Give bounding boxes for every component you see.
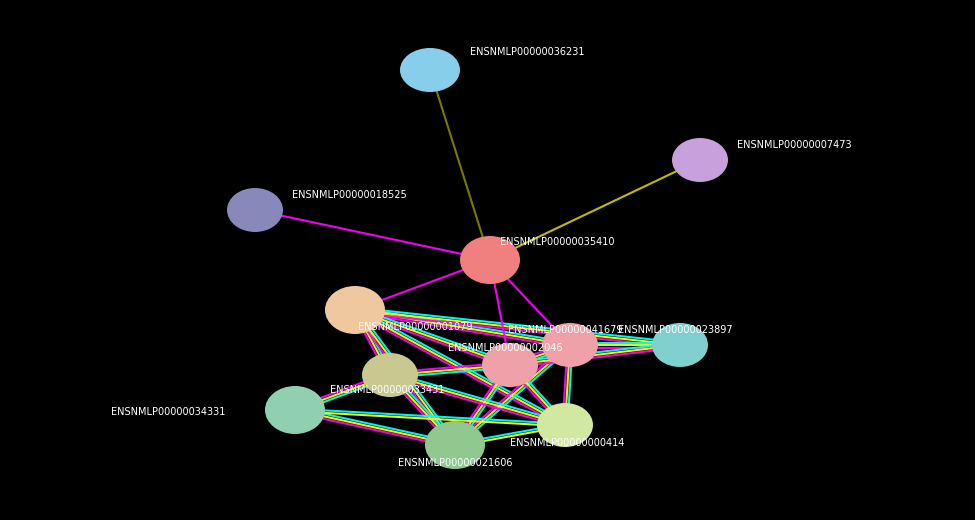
Text: ENSNMLP00000018525: ENSNMLP00000018525 bbox=[292, 190, 407, 200]
Ellipse shape bbox=[652, 323, 708, 367]
Ellipse shape bbox=[537, 403, 593, 447]
Ellipse shape bbox=[482, 343, 538, 387]
Ellipse shape bbox=[362, 353, 418, 397]
Ellipse shape bbox=[227, 188, 283, 232]
Ellipse shape bbox=[542, 323, 598, 367]
Text: ENSNMLP00000041679: ENSNMLP00000041679 bbox=[508, 325, 622, 335]
Ellipse shape bbox=[460, 236, 520, 284]
Text: ENSNMLP00000036231: ENSNMLP00000036231 bbox=[470, 47, 584, 57]
Text: ENSNMLP00000021606: ENSNMLP00000021606 bbox=[398, 458, 513, 468]
Text: ENSNMLP00000001079: ENSNMLP00000001079 bbox=[358, 322, 473, 332]
Text: ENSNMLP00000000414: ENSNMLP00000000414 bbox=[510, 438, 624, 448]
Text: ENSNMLP00000023897: ENSNMLP00000023897 bbox=[618, 325, 732, 335]
Text: ENSNMLP00000034331: ENSNMLP00000034331 bbox=[110, 407, 225, 417]
Ellipse shape bbox=[400, 48, 460, 92]
Text: ENSNMLP00000035410: ENSNMLP00000035410 bbox=[500, 237, 614, 247]
Text: ENSNMLP00000033431: ENSNMLP00000033431 bbox=[330, 385, 445, 395]
Ellipse shape bbox=[265, 386, 325, 434]
Text: ENSNMLP00000002046: ENSNMLP00000002046 bbox=[448, 343, 563, 353]
Ellipse shape bbox=[425, 421, 485, 469]
Ellipse shape bbox=[325, 286, 385, 334]
Ellipse shape bbox=[672, 138, 728, 182]
Text: ENSNMLP00000007473: ENSNMLP00000007473 bbox=[737, 140, 851, 150]
